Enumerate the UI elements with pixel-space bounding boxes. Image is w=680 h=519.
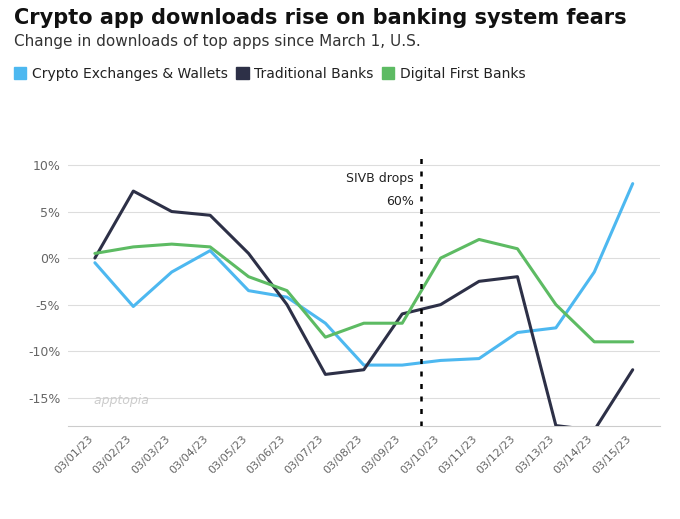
Legend: Crypto Exchanges & Wallets, Traditional Banks, Digital First Banks: Crypto Exchanges & Wallets, Traditional …: [14, 66, 526, 80]
Text: SIVB drops: SIVB drops: [346, 172, 413, 185]
Text: apptopia: apptopia: [86, 394, 149, 407]
Text: Crypto app downloads rise on banking system fears: Crypto app downloads rise on banking sys…: [14, 8, 626, 28]
Text: Change in downloads of top apps since March 1, U.S.: Change in downloads of top apps since Ma…: [14, 34, 420, 49]
Text: 60%: 60%: [386, 195, 413, 208]
